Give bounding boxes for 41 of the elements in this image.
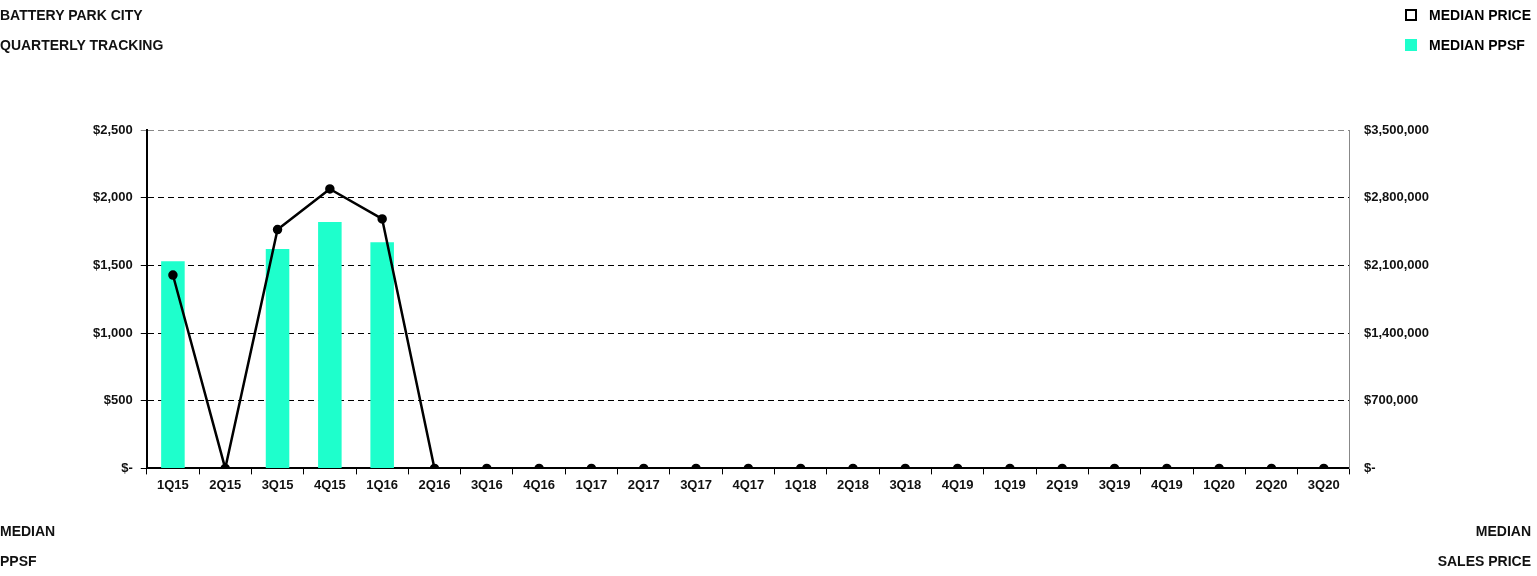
y-tick-label: $500 [103,392,133,408]
x-tick-label: 1Q15 [157,476,189,492]
y-tick-label: $2,000 [93,189,133,205]
x-tick-label: 1Q16 [366,476,399,492]
y-tick-label: $1,000 [93,324,133,340]
legend-label: MEDIAN PRICE [1429,7,1531,23]
y-axis-title: MEDIAN PPSF [0,522,57,571]
y-tick-label: $- [121,459,133,475]
y2-tick-label: $1,400,000 [1363,324,1430,340]
y2-tick-label: $3,500,000 [1363,121,1430,137]
x-tick-label: 4Q19 [1150,476,1183,492]
x-tick-label: 4Q15 [313,476,346,492]
x-tick-label: 2Q17 [627,476,660,492]
x-tick-label: 4Q16 [523,476,556,492]
y2-tick-label: $2,100,000 [1363,256,1430,272]
y2-axis-title: MEDIAN SALES PRICE [1436,522,1531,571]
x-tick-label: 4Q19 [941,476,974,492]
legend-label: MEDIAN PPSF [1429,37,1525,53]
x-tick-label: 3Q19 [1098,476,1131,492]
x-tick-label: 2Q20 [1255,476,1288,492]
x-tick-label: 1Q19 [994,476,1026,492]
x-tick-label: 4Q17 [732,476,765,492]
x-tick-label: 2Q18 [837,476,869,492]
x-tick-label: 3Q15 [261,476,294,492]
y2-tick-label: $700,000 [1363,392,1419,408]
x-tick-label: 3Q18 [889,476,922,492]
y2-tick-label: $2,800,000 [1363,189,1430,205]
chart-title: BATTERY PARK CITY [0,6,143,25]
x-tick-label: 2Q15 [209,476,242,492]
x-tick-label: 1Q18 [784,476,817,492]
y-tick-label: $2,500 [93,121,133,137]
y-tick-label: $1,500 [93,256,133,272]
chart-subtitle: QUARTERLY TRACKING [0,36,164,55]
x-tick-label: 2Q16 [418,476,451,492]
x-tick-label: 3Q17 [680,476,712,492]
x-tick-label: 1Q20 [1203,476,1236,492]
x-tick-label: 3Q16 [470,476,503,492]
x-tick-label: 1Q17 [575,476,608,492]
x-tick-label: 2Q19 [1046,476,1079,492]
y2-tick-label: $- [1363,459,1376,475]
x-tick-label: 3Q20 [1307,476,1340,492]
